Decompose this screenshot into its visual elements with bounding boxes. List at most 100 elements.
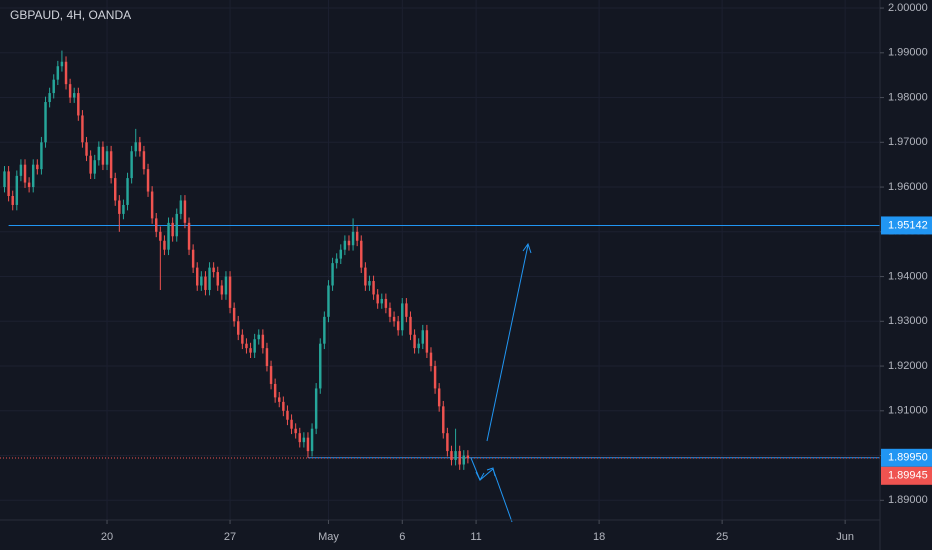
candle-body: [130, 151, 133, 179]
candle-body: [118, 200, 121, 214]
candle-body: [302, 437, 306, 443]
price-tag: [881, 216, 932, 235]
price-tag-label: 1.89945: [888, 470, 928, 482]
candle-body: [146, 169, 150, 192]
candle-body: [265, 348, 269, 367]
drawing-arrow: [486, 244, 529, 442]
y-tick-label: 1.97000: [888, 136, 928, 148]
candle-body: [273, 383, 277, 398]
x-tick-label: May: [318, 531, 339, 543]
candle-body: [171, 222, 174, 237]
candle-body: [380, 298, 384, 304]
candle-body: [450, 451, 453, 461]
candle-body: [109, 151, 113, 179]
candle-body: [93, 160, 96, 174]
drawing-arrow: [470, 457, 513, 523]
candle-body: [191, 249, 195, 268]
candle-body: [11, 196, 14, 205]
candle-body: [183, 200, 187, 223]
candle-body: [44, 102, 47, 143]
candle-body: [261, 334, 265, 349]
candle-body: [72, 93, 76, 98]
candle-body: [310, 428, 314, 452]
candle-body: [232, 307, 236, 322]
candle-body: [319, 343, 322, 389]
candle-body: [138, 142, 142, 152]
candle-body: [220, 285, 224, 295]
candle-body: [257, 334, 260, 340]
candle-body: [23, 164, 27, 183]
candle-body: [52, 79, 55, 94]
candle-body: [347, 240, 351, 246]
candle-body: [278, 397, 281, 402]
candle-body: [409, 316, 412, 335]
candle-body: [105, 151, 109, 165]
candle-body: [36, 164, 39, 170]
price-tag-label: 1.95142: [888, 219, 928, 231]
candle-body: [413, 334, 416, 349]
candle-body: [97, 146, 101, 161]
candle-body: [81, 115, 84, 143]
candle-body: [241, 334, 244, 344]
candle-body: [89, 155, 92, 174]
candle-body: [351, 231, 355, 246]
price-tag: [881, 466, 932, 485]
candle-body: [384, 298, 388, 308]
candle-body: [360, 240, 363, 268]
arrow-head: [475, 471, 485, 482]
y-tick-label: 2.00000: [888, 2, 928, 14]
candle-body: [405, 303, 408, 317]
chart-title: GBPAUD, 4H, OANDA: [10, 8, 131, 22]
candle-body: [396, 321, 400, 331]
candle-body: [294, 428, 297, 434]
candle-body: [122, 204, 125, 214]
candle-body: [290, 419, 293, 429]
candle-body: [364, 267, 367, 286]
candle-body: [323, 316, 326, 344]
candle-body: [466, 455, 470, 459]
grid: [0, 0, 880, 520]
candle-body: [216, 272, 219, 286]
candle-body: [417, 343, 420, 349]
candle-body: [433, 366, 437, 389]
candle-body: [401, 303, 404, 331]
candle-body: [429, 352, 433, 367]
drawing-arrows: [470, 242, 532, 523]
candle-body: [7, 171, 10, 197]
candle-body: [163, 240, 166, 250]
candle-body: [327, 285, 330, 317]
candle-body: [68, 84, 72, 98]
candle-body: [85, 142, 88, 156]
candle-body: [376, 294, 379, 304]
candle-body: [179, 200, 183, 214]
candle-body: [126, 178, 129, 205]
candle-body: [282, 401, 285, 411]
candle-body: [101, 146, 105, 165]
y-tick-label: 1.93000: [888, 315, 928, 327]
price-tag-label: 1.89950: [888, 452, 928, 464]
candle-body: [331, 263, 334, 286]
candle-body: [298, 433, 301, 443]
candle-body: [159, 231, 162, 241]
candle-body: [19, 164, 23, 176]
candle-body: [48, 93, 51, 103]
y-tick-label: 1.96000: [888, 181, 928, 193]
candle-body: [175, 213, 178, 237]
candle-body: [368, 281, 371, 286]
candle-body: [446, 433, 449, 452]
candle-body: [187, 222, 191, 250]
candle-body: [454, 451, 457, 461]
candle-body: [253, 339, 256, 353]
x-tick-label: 18: [593, 531, 605, 543]
candle-body: [286, 410, 289, 420]
candle-body: [31, 164, 35, 188]
y-tick-label: 1.92000: [888, 360, 928, 372]
y-tick-label: 1.98000: [888, 91, 928, 103]
candle-body: [372, 281, 375, 295]
x-tick-label: 25: [716, 531, 728, 543]
candle-body: [392, 316, 396, 322]
x-tick-label: 11: [470, 531, 481, 543]
candle-body: [421, 330, 425, 344]
